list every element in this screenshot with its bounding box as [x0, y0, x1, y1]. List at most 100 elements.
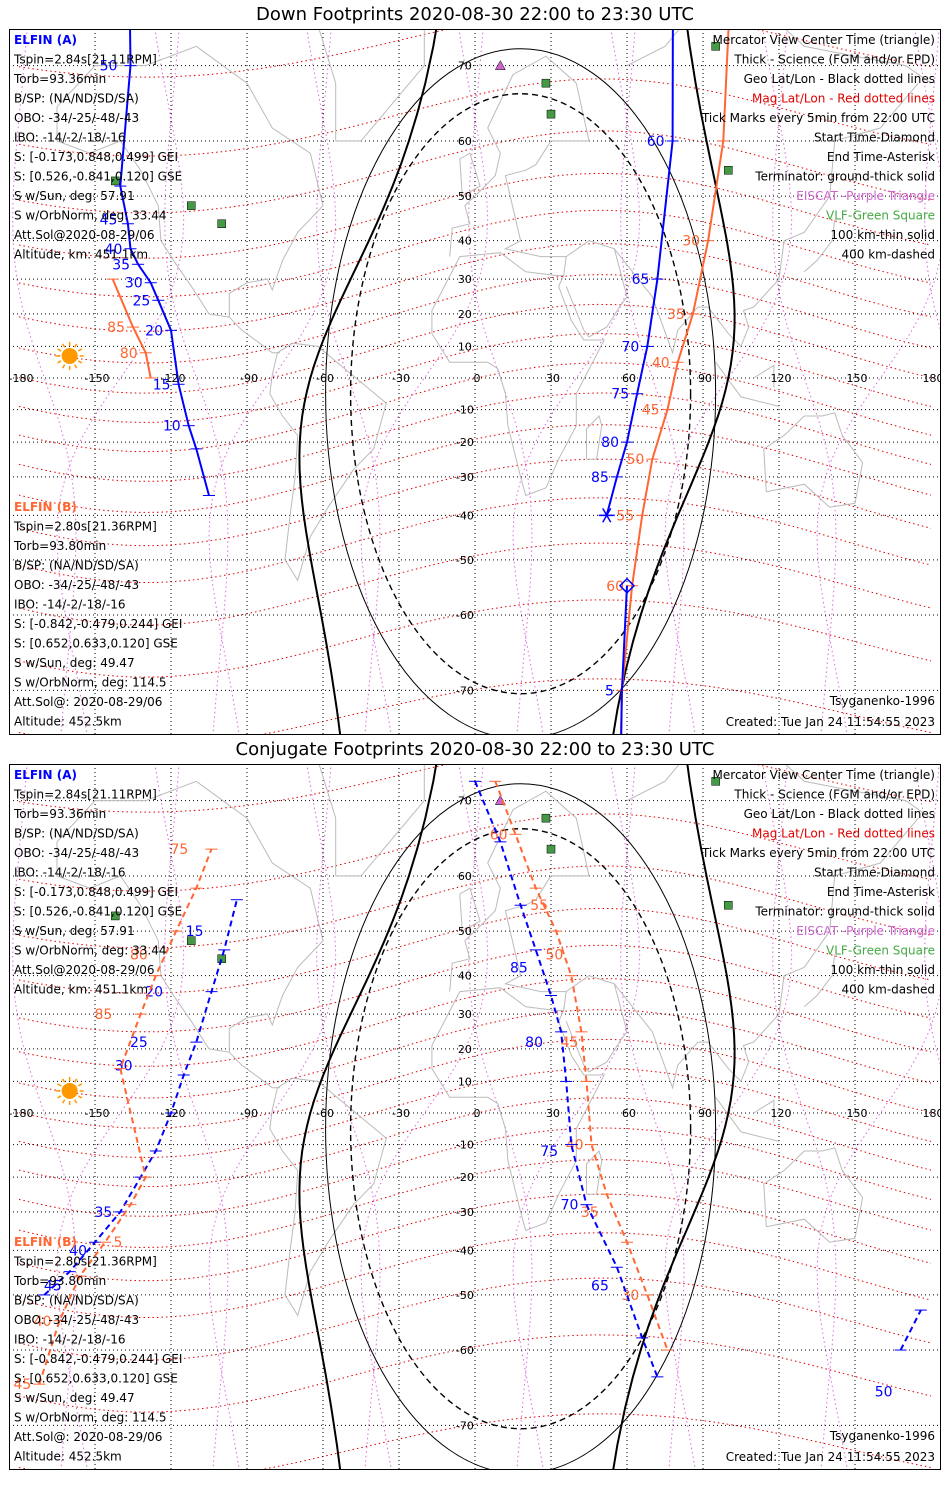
- track-time-label: 40: [34, 1314, 52, 1330]
- track-time-label: 35: [95, 1205, 113, 1221]
- elfin-a-track-west-line: [43, 899, 238, 1296]
- elfin-a-line: S w/Sun, deg: 57.91: [14, 189, 135, 203]
- lat-tick-label: -50: [456, 554, 474, 567]
- track-time-label: 50: [545, 947, 563, 963]
- legend-entry: EISCAT -Purple Triangle: [796, 924, 935, 938]
- elfin-b-line: Att.Sol@: 2020-08-29/06: [14, 695, 162, 709]
- lon-tick-label: -150: [85, 1107, 110, 1120]
- elfin-b-line: OBO: -34/-25/-48/-43: [14, 1313, 139, 1327]
- mag-lat-line: [18, 599, 932, 678]
- elfin-b-line: S w/Sun, deg: 49.47: [14, 1391, 135, 1405]
- sun-disc: [61, 347, 78, 364]
- terminator-ground-east: [612, 30, 736, 734]
- coastline: [269, 342, 387, 582]
- legend-entry: End Time-Asterisk: [827, 885, 935, 899]
- sun-ray: [77, 360, 83, 364]
- elfin-b-line: Att.Sol@: 2020-08-29/06: [14, 1430, 162, 1444]
- sun-ray: [57, 348, 62, 352]
- elfin-b-track-east: 65 60 55 50 45 40 35 30: [606, 30, 730, 734]
- lon-tick-label: -150: [85, 372, 110, 385]
- legend-entry: Thick - Science (FGM and/or EPD): [733, 788, 935, 802]
- elfin-a-track-east: 85 80 75 70 65 60 5: [591, 30, 679, 734]
- lat-tick-label: -10: [456, 1139, 474, 1152]
- mag-lat-line: [18, 865, 932, 949]
- coastline: [626, 30, 932, 84]
- lat-tick-label: -30: [456, 471, 474, 484]
- elfin-a-line: B/SP: (NA/ND/SD/SA): [14, 827, 139, 841]
- lon-tick-label: 0: [474, 1107, 481, 1120]
- lat-tick-label: -20: [456, 436, 474, 449]
- coastline: [803, 219, 836, 273]
- track-time-label: 55: [530, 898, 548, 914]
- geo-grid: [10, 765, 940, 1469]
- sun-ray: [62, 1099, 66, 1104]
- mag-lat-line: [18, 1097, 932, 1188]
- elfin-a-track-far-line: [899, 1309, 922, 1351]
- track-time-label: 15: [153, 377, 171, 393]
- elfin-b-track-west: 45 40 5 85 80 75: [13, 842, 218, 1393]
- lon-tick-label: 0: [474, 372, 481, 385]
- track-time-label: 40: [105, 242, 123, 258]
- sun-disc: [61, 1082, 78, 1099]
- elfin-a-track-far: 50: [875, 1309, 927, 1401]
- legend-entry: Mercator View Center Time (triangle): [713, 33, 935, 47]
- sun-ray: [74, 364, 78, 369]
- lat-tick-label: 70: [458, 795, 472, 808]
- terminator-100km: [325, 783, 717, 1469]
- track-time-label: 40: [652, 355, 670, 371]
- legend-entry: Thick - Science (FGM and/or EPD): [733, 53, 935, 67]
- map-layer: 4540353025201545405858075605550454035308…: [10, 765, 940, 1469]
- track-time-label: 40: [566, 1138, 584, 1154]
- mag-lat-line: [18, 1159, 932, 1248]
- elfin-b-line: Tspin=2.80s[21.36RPM]: [13, 1255, 157, 1269]
- coastlines: [56, 765, 932, 1317]
- lat-tick-label: -20: [456, 1171, 474, 1184]
- coastline: [431, 55, 606, 497]
- start-diamond: [618, 577, 636, 594]
- map-layer: 5045403530252015108580656055504540353085…: [10, 30, 940, 734]
- elfin-a-line: Att.Sol@2020-08-29/06: [14, 963, 155, 977]
- legend-entry: Geo Lat/Lon - Black dotted lines: [744, 72, 935, 86]
- sun-ray: [74, 1099, 78, 1104]
- legend-entry: 100 km-thin solid: [830, 963, 935, 977]
- legend-entry: Start Time-Diamond: [814, 131, 935, 145]
- elfin-b-track-west: 85 80: [106, 278, 157, 379]
- sun-icon: [55, 341, 84, 370]
- mag-lat-line: [18, 1038, 932, 1129]
- lon-tick-label: 60: [622, 1107, 636, 1120]
- elfin-a-line: S: [0.526,-0.841,0.120] GSE: [14, 170, 182, 184]
- lon-tick-label: 90: [698, 1107, 712, 1120]
- terminator-100km: [325, 48, 717, 734]
- elfin-b-track-west-line: [111, 278, 152, 379]
- track-time-label: 30: [115, 1058, 133, 1074]
- elfin-b-line: IBO: -14/-2/-18/-16: [14, 1333, 126, 1347]
- terminator: [298, 765, 736, 1469]
- coastline: [56, 780, 324, 1053]
- lat-tick-label: 20: [458, 1043, 472, 1056]
- end-asterisk: [602, 508, 612, 523]
- track-time-label: 60: [647, 134, 665, 150]
- track-time-label: 65: [591, 1278, 609, 1294]
- coastline: [586, 1150, 603, 1195]
- legend-entry: End Time-Asterisk: [827, 150, 935, 164]
- legend-entry: Mag Lat/Lon - Red dotted lines: [752, 92, 935, 106]
- lon-tick-label: -90: [240, 372, 258, 385]
- vlf-station-square: [111, 911, 120, 921]
- lon-tick-label: -30: [392, 1107, 410, 1120]
- elfin-a-line: S: [0.526,-0.841,0.120] GSE: [14, 905, 182, 919]
- mag-lat-line: [18, 458, 932, 547]
- coastline: [565, 240, 628, 338]
- vlf-station-square: [711, 777, 720, 786]
- track-time-label: 15: [186, 924, 204, 940]
- coastline: [318, 765, 425, 877]
- elfin-b-line: OBO: -34/-25/-48/-43: [14, 578, 139, 592]
- legend-entry: 400 km-dashed: [841, 248, 935, 262]
- sun-ray: [62, 364, 66, 369]
- coastline: [269, 1077, 387, 1317]
- track-time-label: 75: [611, 387, 629, 403]
- track-time-label: 45: [100, 212, 118, 228]
- elfin-a-track-east-line: [474, 780, 659, 1378]
- track-time-label: 45: [13, 1377, 31, 1393]
- elfin-b-line: Tspin=2.80s[21.36RPM]: [13, 520, 157, 534]
- elfin-b-line: S: [-0.842,-0.479,0.244] GEI: [14, 1352, 182, 1366]
